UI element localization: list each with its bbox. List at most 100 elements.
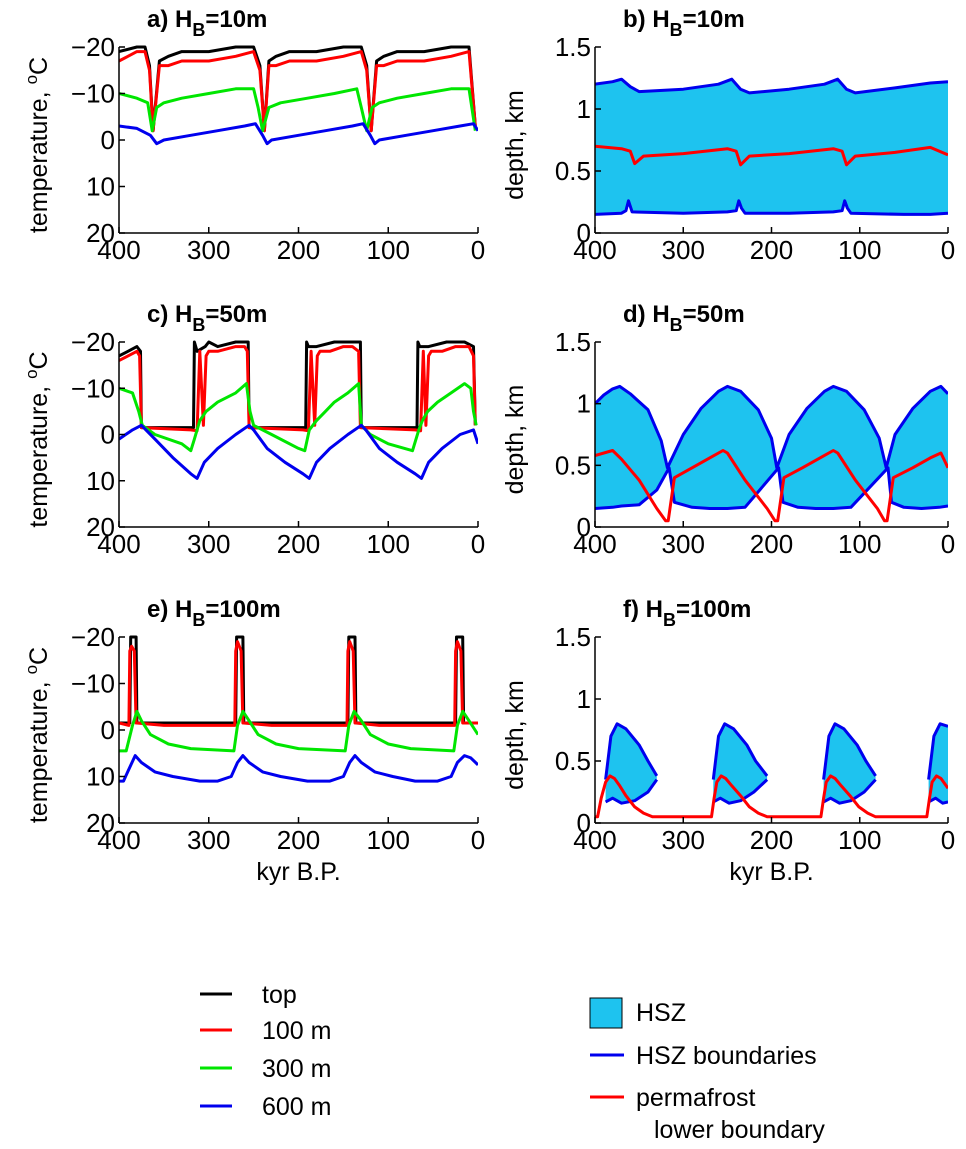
- y-tick-label-f: 1: [577, 684, 591, 714]
- y-axis-label-d: depth, km: [501, 385, 529, 495]
- legend-label-300m: 300 m: [262, 1055, 331, 1083]
- permafrost-line-d-2: [595, 449, 948, 523]
- legend-label-permafrost-line2: lower boundary: [654, 1116, 825, 1144]
- hsz-area-f-2: [823, 723, 876, 804]
- x-tick-label-c: 200: [277, 529, 320, 559]
- x-tick-label-c: 400: [97, 529, 140, 559]
- panel-title-c: c) HB=50m: [147, 301, 267, 335]
- legend-label-hsz: HSZ: [636, 999, 686, 1027]
- hsz-boundary-d-0: [595, 466, 948, 510]
- hsz-boundary-f-4: [822, 778, 877, 805]
- legend-label-hsz-boundaries: HSZ boundaries: [636, 1042, 817, 1070]
- series-a-100m: [119, 50, 477, 133]
- legend-left: top 100 m 300 m 600 m: [200, 981, 331, 1121]
- y-tick-label-c: 20: [86, 512, 115, 542]
- hsz-boundary-f-3: [711, 722, 769, 780]
- x-axis-label-f: kyr B.P.: [729, 858, 813, 886]
- hsz-boundary-f-5: [822, 722, 877, 780]
- y-tick-label-b: 1: [577, 94, 591, 124]
- legend-label-top: top: [262, 981, 297, 1009]
- y-tick-label-d: 1: [577, 389, 591, 419]
- panel-title-d: d) HB=50m: [623, 301, 745, 335]
- x-tick-label-e: 0: [471, 825, 485, 855]
- x-tick-label-c: 100: [367, 529, 410, 559]
- permafrost-line-f-8: [595, 774, 948, 819]
- hsz-boundary-b-0: [595, 199, 948, 216]
- plot-area-c: [119, 340, 478, 480]
- x-tick-label-b: 300: [662, 235, 705, 265]
- y-tick-label-c: 0: [101, 420, 115, 450]
- x-tick-label-d: 200: [750, 529, 793, 559]
- x-tick-label-b: 100: [838, 235, 881, 265]
- y-axis-label-b: depth, km: [501, 90, 529, 200]
- permafrost-line-b-2: [595, 144, 948, 167]
- x-tick-label-d: 100: [838, 529, 881, 559]
- x-tick-label-c: 300: [187, 529, 230, 559]
- y-tick-label-e: 0: [101, 715, 115, 745]
- hsz-boundary-f-2: [712, 778, 769, 805]
- x-tick-label-e: 300: [187, 825, 230, 855]
- hsz-boundary-d-1: [595, 384, 948, 470]
- hsz-area-d-0: [595, 386, 948, 509]
- x-tick-label-c: 0: [471, 529, 485, 559]
- y-tick-label-b: 0: [577, 218, 591, 248]
- series-a-600m: [119, 122, 478, 146]
- x-tick-label-e: 400: [97, 825, 140, 855]
- x-axis-label-e: kyr B.P.: [256, 858, 340, 886]
- plot-area-b: [595, 77, 948, 216]
- series-a-300m: [119, 87, 477, 133]
- y-tick-label-a: 20: [86, 218, 115, 248]
- x-tick-label-a: 400: [97, 235, 140, 265]
- panel-f: 0 0.5 1 1.5 400 300 200 100 0 depth, km f) HB=100m…: [501, 596, 955, 886]
- x-tick-label-e: 200: [277, 825, 320, 855]
- y-axis-label-c: temperature, oC: [22, 351, 53, 527]
- plot-area-d: [595, 384, 948, 523]
- series-c-300m: [119, 382, 478, 453]
- plot-area-a: [119, 45, 478, 146]
- series-e-100m: [119, 640, 478, 727]
- series-c-600m: [119, 423, 478, 480]
- x-tick-label-f: 0: [941, 825, 955, 855]
- hsz-boundary-b-1: [595, 77, 948, 95]
- legend-right: HSZ HSZ boundaries permafrost lower boun…: [589, 997, 825, 1144]
- plot-area-f: [595, 722, 948, 819]
- y-tick-label-b: 0.5: [555, 156, 591, 186]
- y-tick-label-c: 10: [86, 466, 115, 496]
- panel-title-f: f) HB=100m: [623, 596, 751, 630]
- panel-d: 0 0.5 1 1.5 400 300 200 100 0 depth, km d) HB=50m: [501, 301, 955, 559]
- hsz-area-f-1: [713, 723, 768, 804]
- y-tick-label-c: −10: [71, 373, 115, 403]
- y-axis-label-a: temperature, oC: [22, 57, 53, 233]
- y-tick-label-f: 1.5: [555, 622, 591, 652]
- y-tick-label-a: −20: [71, 32, 115, 62]
- y-tick-label-d: 0: [577, 512, 591, 542]
- x-tick-label-a: 300: [187, 235, 230, 265]
- y-tick-label-a: −10: [71, 79, 115, 109]
- y-tick-label-d: 1.5: [555, 327, 591, 357]
- y-tick-label-f: 0.5: [555, 746, 591, 776]
- x-tick-label-b: 0: [941, 235, 955, 265]
- hsz-boundary-f-6: [927, 796, 948, 805]
- panel-title-b: b) HB=10m: [623, 6, 745, 40]
- x-tick-label-a: 200: [277, 235, 320, 265]
- x-tick-label-b: 200: [750, 235, 793, 265]
- y-tick-label-e: −10: [71, 669, 115, 699]
- series-c-top: [119, 340, 477, 430]
- x-tick-label-d: 400: [573, 529, 616, 559]
- panel-b: 0 0.5 1 1.5 400 300 200 100 0 depth, km b) HB=10m: [501, 6, 955, 265]
- y-tick-label-e: 20: [86, 808, 115, 838]
- x-tick-label-a: 0: [471, 235, 485, 265]
- hsz-boundary-f-7: [927, 722, 948, 780]
- y-tick-label-a: 10: [86, 172, 115, 202]
- y-axis-label-e: temperature, oC: [22, 647, 53, 823]
- legend-label-100m: 100 m: [262, 1017, 331, 1045]
- y-tick-label-e: −20: [71, 622, 115, 652]
- y-tick-label-b: 1.5: [555, 32, 591, 62]
- y-tick-label-a: 0: [101, 125, 115, 155]
- y-tick-label-e: 10: [86, 762, 115, 792]
- legend-hsz-swatch: [589, 997, 623, 1029]
